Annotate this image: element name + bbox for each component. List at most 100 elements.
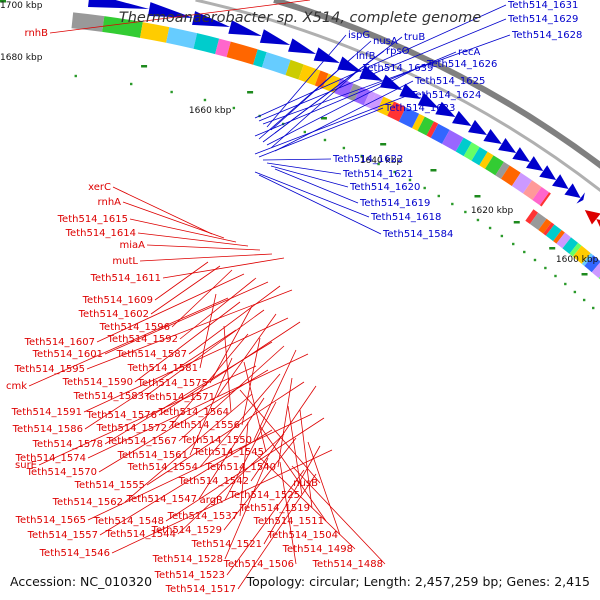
- gene-label: Teth514_1537: [167, 511, 238, 522]
- gene-label: Teth514_1624: [410, 90, 481, 101]
- gene-label: Teth514_1561: [117, 450, 188, 461]
- forward-gene-arrow: [468, 119, 487, 135]
- gc-skew-dot: [523, 250, 526, 254]
- gene-label: Teth514_1550: [181, 435, 252, 446]
- leader-line: [87, 353, 309, 459]
- gene-label: Teth514_1586: [12, 424, 83, 435]
- gc-skew-dot: [360, 154, 363, 158]
- gene-label: argR: [200, 495, 223, 506]
- leader-line: [146, 244, 261, 251]
- gene-label: Teth514_1626: [426, 59, 497, 70]
- gene-label: Teth514_1584: [382, 229, 453, 240]
- cog-segment: [556, 232, 572, 249]
- gc-skew-bar: [247, 91, 254, 94]
- leader-line: [277, 377, 293, 468]
- forward-gene-arrow: [228, 20, 262, 36]
- leader-line: [266, 162, 342, 175]
- leader-line: [254, 171, 370, 218]
- gene-arrows: [88, 0, 600, 228]
- gc-skew-dot: [323, 138, 327, 142]
- forward-gene-arrow: [435, 101, 456, 117]
- leader-line: [178, 345, 285, 442]
- leader-line: [104, 341, 273, 445]
- leader-line: [253, 349, 297, 441]
- gc-skew-dot: [592, 306, 595, 310]
- forward-gene-arrow: [148, 2, 194, 18]
- leader-line: [83, 317, 289, 413]
- gene-label: Teth514_1615: [57, 214, 128, 225]
- gc-skew-dot: [393, 170, 396, 174]
- leader-line: [255, 453, 356, 550]
- cog-segment: [334, 78, 354, 99]
- gene-label: Teth514_1517: [165, 584, 236, 595]
- cog-segment: [261, 52, 291, 76]
- kbp-tick-label: 1620 kbp: [471, 206, 514, 216]
- gc-skew-dot: [129, 82, 133, 86]
- leader-line: [165, 417, 325, 522]
- gc-skew-dot: [544, 266, 547, 270]
- leader-line: [279, 461, 297, 565]
- cog-segment: [532, 186, 550, 206]
- gene-label: Teth514_1565: [15, 515, 86, 526]
- gene-label: Teth514_1592: [107, 334, 178, 345]
- cog-segment: [285, 59, 304, 80]
- cog-segment: [411, 113, 425, 131]
- gene-label: Teth514_1498: [282, 544, 353, 555]
- leader-line: [38, 365, 257, 466]
- gene-label: truB: [404, 32, 425, 43]
- gene-label: Teth514_1564: [158, 407, 229, 418]
- leader-line: [49, 0, 311, 34]
- leader-line: [254, 4, 507, 119]
- leader-line: [291, 465, 386, 565]
- leader-line: [139, 253, 273, 262]
- kbp-tick-label: 1660 kbp: [189, 106, 232, 116]
- gene-label: Teth514_1567: [106, 436, 177, 447]
- leader-line: [84, 329, 237, 430]
- leader-line: [274, 80, 414, 152]
- gene-label: Teth514_1576: [86, 410, 157, 421]
- gc-skew-bar: [141, 65, 148, 68]
- leader-line: [224, 401, 277, 501]
- gene-label: Teth514_1611: [90, 273, 161, 284]
- gc-skew-bar: [0, 0, 6, 3]
- gc-skew-bar: [581, 273, 588, 276]
- gc-skew-bar: [320, 117, 327, 120]
- cog-segment: [529, 212, 547, 231]
- gc-skew-dot: [573, 290, 577, 294]
- cog-segment: [387, 101, 406, 122]
- leader-line: [237, 473, 317, 590]
- gc-skew-dot: [451, 202, 454, 206]
- gene-label: surE: [15, 460, 37, 471]
- gene-label: Teth514_1578: [32, 439, 103, 450]
- gene-label: Teth514_1555: [74, 480, 145, 491]
- leader-line: [111, 449, 333, 554]
- reverse-gene-arrow: [584, 210, 600, 225]
- gene-label: Teth514_1525: [229, 490, 300, 501]
- leader-line: [188, 285, 281, 355]
- cog-segment: [545, 224, 562, 242]
- gc-skew-dot: [203, 98, 207, 102]
- cog-segment: [298, 64, 321, 86]
- gene-label: Teth514_1590: [62, 377, 133, 388]
- forward-gene-arrow: [88, 0, 150, 9]
- leader-line: [262, 158, 332, 161]
- gc-skew-bar: [549, 247, 556, 250]
- kbp-tick-label: 1680 kbp: [0, 53, 43, 63]
- cog-segment: [495, 161, 510, 179]
- leader-line: [262, 50, 385, 143]
- gene-label: rpsO: [386, 46, 410, 57]
- cog-segment: [479, 151, 494, 169]
- forward-gene-arrow: [512, 147, 530, 162]
- gc-skew-dot: [488, 226, 492, 230]
- cog-segment: [569, 242, 582, 257]
- forward-gene-arrow: [452, 110, 472, 126]
- leader-line: [145, 309, 265, 397]
- forward-gene-arrow: [259, 29, 291, 45]
- cog-segment: [539, 192, 551, 207]
- map-title: Thermoanaerobacter sp. X514, complete ge…: [119, 10, 481, 26]
- gene-label: Teth514_1554: [127, 462, 198, 473]
- kbp-tick-label: 1640 kbp: [360, 156, 403, 166]
- gc-skew-dot: [500, 234, 504, 238]
- leader-line: [146, 381, 305, 486]
- leader-line: [162, 257, 285, 279]
